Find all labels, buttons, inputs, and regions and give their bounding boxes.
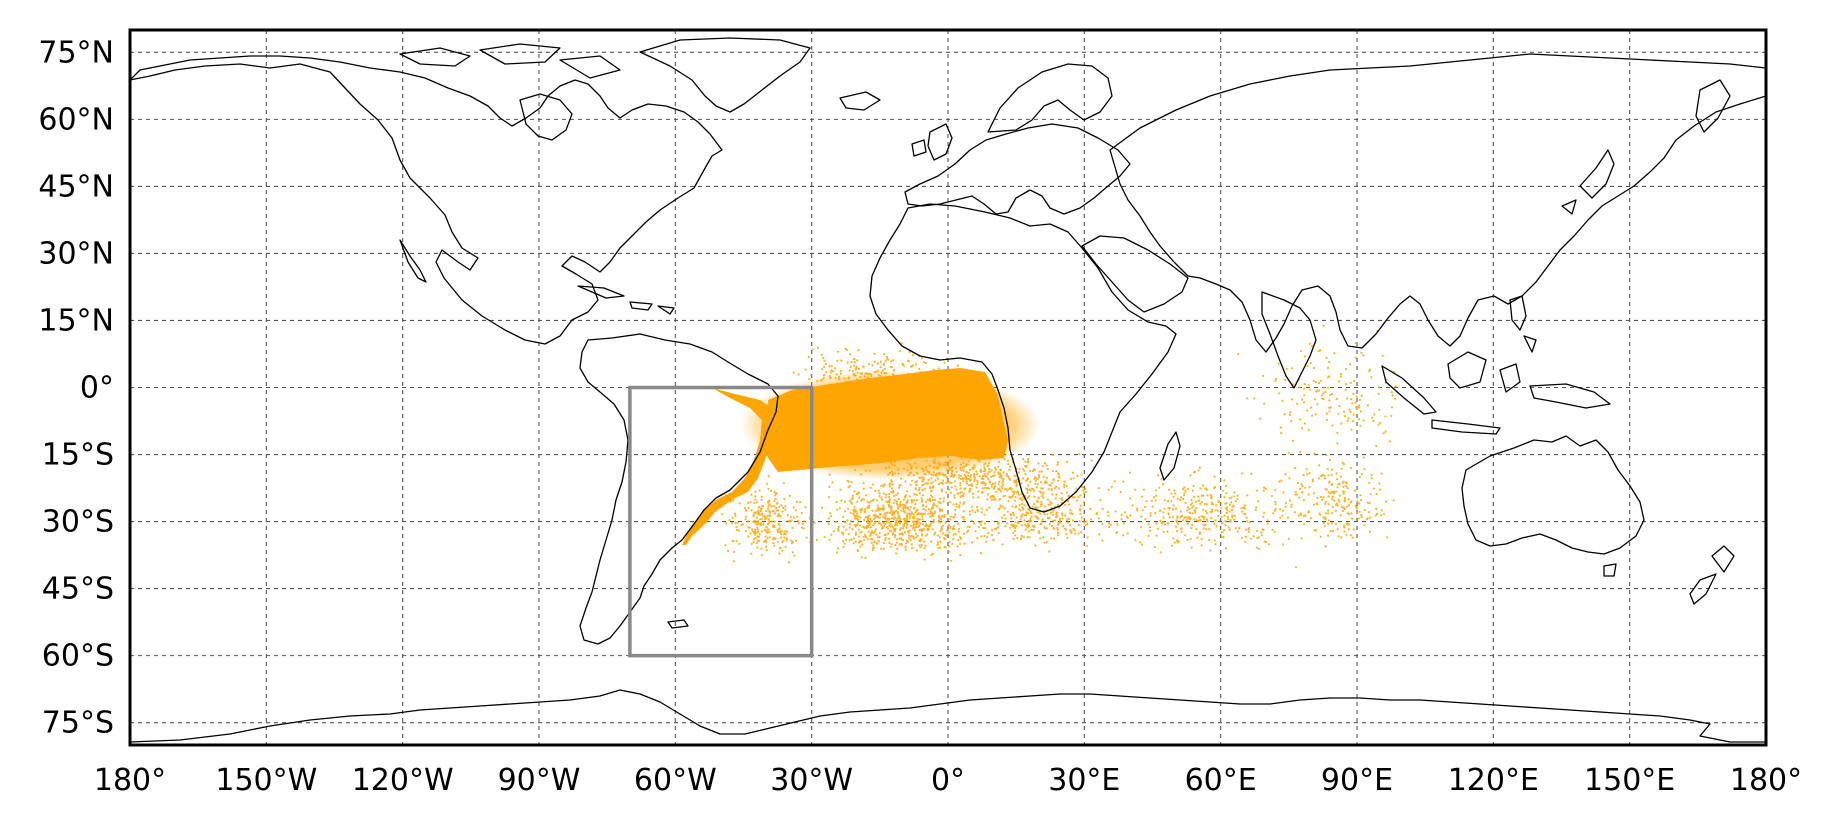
x-tick-label: 180° — [1730, 763, 1802, 798]
coastline-greenland — [639, 37, 811, 113]
x-axis-tick-labels: 180° 150°W 120°W 90°W 60°W 30°W 0° 30°E 60°E 90°E… — [94, 763, 1802, 798]
coastline-north-america — [130, 55, 723, 345]
x-tick-label: 150°W — [215, 763, 317, 798]
x-tick-label: 60°W — [634, 763, 717, 798]
x-tick-label: 180° — [94, 763, 166, 798]
y-tick-label: 30°N — [38, 236, 114, 271]
coastline-hudson-bay — [519, 93, 573, 141]
x-tick-label: 0° — [931, 763, 965, 798]
coastline-baja — [399, 239, 427, 283]
y-tick-label: 15°S — [42, 438, 114, 473]
coastline-south-america — [579, 333, 779, 645]
coastline-kamchatka — [1695, 79, 1731, 133]
coastline-arabia — [1081, 235, 1189, 313]
x-tick-label: 90°E — [1321, 763, 1393, 798]
y-tick-label: 30°S — [42, 505, 114, 540]
coastline-scandinavia — [987, 63, 1113, 133]
x-tick-label: 30°E — [1048, 763, 1120, 798]
y-tick-label: 45°N — [38, 169, 114, 204]
coastline-british-isles — [911, 123, 953, 161]
coastline-arctic-islands — [399, 43, 621, 79]
y-tick-label: 75°N — [38, 35, 114, 70]
x-tick-label: 60°E — [1185, 763, 1257, 798]
release-region-box — [628, 385, 814, 658]
coastline-antarctica — [130, 689, 1766, 743]
coastline-africa — [869, 203, 1177, 513]
coastline-iceland — [839, 91, 881, 111]
coastline-tasmania — [1603, 563, 1617, 577]
x-tick-label: 120°W — [352, 763, 454, 798]
particle-plume-fringe — [740, 370, 1040, 480]
particle-layer — [682, 324, 1397, 569]
y-tick-label: 15°N — [38, 303, 114, 338]
y-tick-label: 75°S — [42, 706, 114, 741]
y-tick-label: 0° — [80, 371, 114, 406]
y-tick-label: 60°N — [38, 102, 114, 137]
coastline-japan — [1561, 149, 1615, 215]
map-frame — [128, 28, 1768, 747]
coastlines — [130, 37, 1766, 743]
coastline-australia — [1461, 435, 1645, 555]
y-axis-tick-labels: 75°N 60°N 45°N 30°N 15°N 0° 15°S 30°S 45°S 60°S 75… — [38, 35, 114, 740]
y-tick-label: 45°S — [42, 572, 114, 607]
coastline-caribbean — [577, 285, 675, 315]
coastline-philippines — [1509, 295, 1537, 353]
coastline-indonesia — [1381, 351, 1611, 435]
coastline-india — [1261, 291, 1317, 389]
particle-coastal-band — [682, 388, 772, 545]
x-tick-label: 120°E — [1448, 763, 1539, 798]
coastline-europe — [904, 123, 1131, 215]
particle-scatter — [719, 324, 1397, 569]
x-tick-label: 150°E — [1584, 763, 1675, 798]
x-tick-label: 30°W — [770, 763, 853, 798]
y-tick-label: 60°S — [42, 639, 114, 674]
x-tick-label: 90°W — [498, 763, 581, 798]
coastline-new-zealand — [1689, 545, 1735, 605]
coastline-asia — [1109, 53, 1766, 353]
coastline-madagascar — [1159, 431, 1181, 481]
coastline-falklands — [667, 619, 689, 629]
